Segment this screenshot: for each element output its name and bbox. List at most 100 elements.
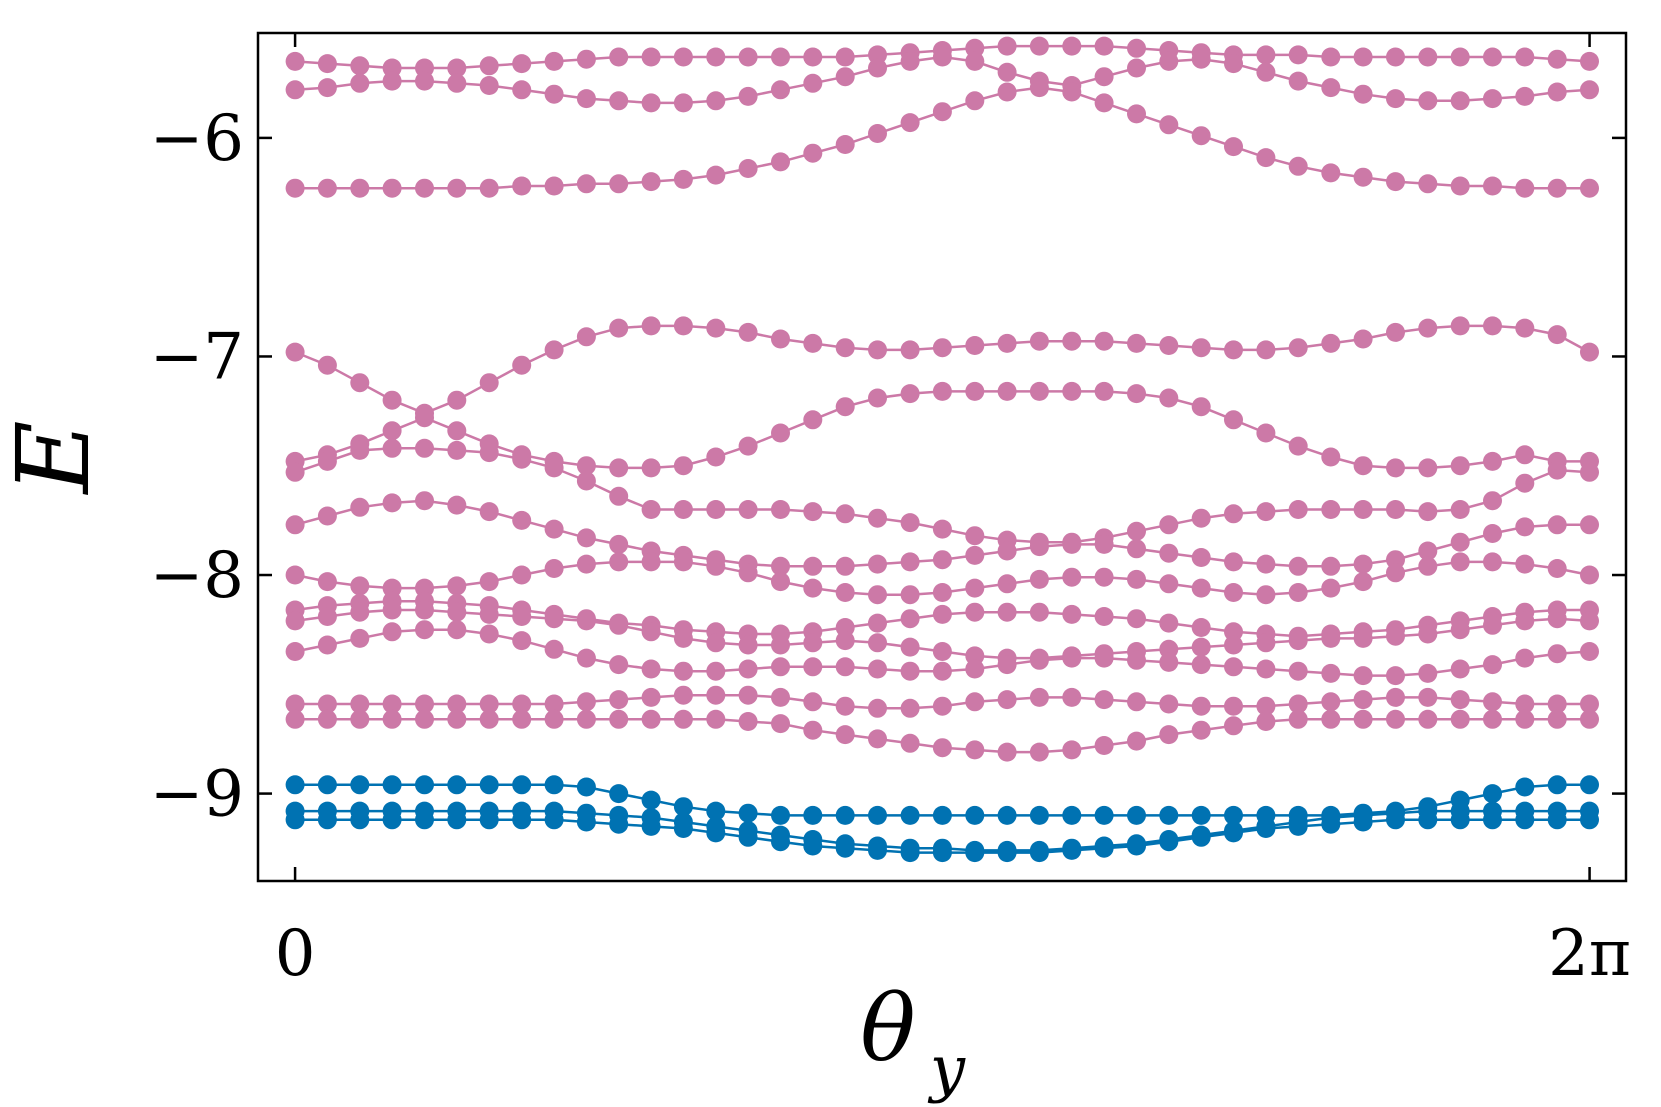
data-point [1288,709,1308,729]
data-point [1191,548,1211,567]
data-point [868,805,887,825]
data-point [415,600,434,620]
data-point [1515,611,1535,631]
data-point [350,694,370,714]
data-point [1418,502,1438,522]
data-point [1547,49,1567,69]
data-point [576,812,596,832]
data-point [447,390,467,410]
data-point [997,690,1017,710]
data-point [900,698,920,718]
data-point [576,471,596,491]
data-point [868,58,887,78]
data-point [835,583,855,602]
data-point [1321,333,1341,353]
data-point [965,91,985,111]
data-point [479,694,499,714]
data-point [706,633,726,653]
data-point [1353,628,1373,648]
data-point [479,624,499,644]
data-point [1029,331,1049,351]
data-point [350,373,370,393]
data-point [609,534,629,554]
data-point [1127,521,1146,541]
data-point [512,631,532,651]
data-point [1191,637,1211,657]
data-point [1321,163,1341,183]
data-point [868,840,887,860]
x-axis-label-subscript: y [927,1032,966,1105]
data-point [932,550,952,570]
data-point [835,838,855,858]
data-point [1450,709,1470,729]
data-point [576,327,596,347]
data-point [447,58,467,78]
data-point [932,583,952,602]
data-point [479,604,499,624]
data-point [900,340,920,360]
data-point [576,648,596,668]
data-point [415,775,434,795]
data-point [447,421,467,441]
data-point [1224,340,1243,360]
data-point [900,609,920,629]
data-point [415,620,434,640]
data-point [1159,832,1179,852]
data-point [641,622,661,642]
data-point [932,381,952,401]
data-point [1450,532,1470,552]
upper-band-1 [285,47,1599,113]
data-point [803,720,823,740]
data-point [1127,805,1146,825]
data-point [1321,663,1341,683]
data-point [1547,810,1567,830]
data-point [868,729,887,749]
data-point [350,602,370,622]
data-point [803,502,823,522]
data-point [771,329,790,349]
data-point [1515,517,1535,537]
data-point [706,801,726,821]
data-point [317,709,337,729]
data-point [512,694,532,714]
data-point [479,443,499,463]
data-point [1483,491,1502,511]
data-point [706,709,726,729]
data-point [673,93,693,113]
data-point [803,692,823,712]
data-point [382,178,402,198]
data-point [1450,456,1470,476]
data-point [1159,336,1179,355]
data-point [1353,84,1373,104]
data-point [576,554,596,574]
data-point [641,790,661,810]
data-point [673,47,693,67]
data-point [1386,458,1405,478]
data-point [1547,325,1567,345]
data-point [285,178,305,198]
data-point [350,628,370,648]
data-point [965,646,985,666]
data-point [1353,709,1373,729]
data-point [1224,583,1243,602]
data-point [1515,709,1535,729]
data-point [1062,604,1082,624]
data-point [1353,812,1373,832]
data-point [317,810,337,830]
data-point [965,805,985,825]
data-point [609,615,629,635]
data-point [1029,687,1049,707]
data-point [317,572,337,592]
data-point [771,152,790,172]
data-point [1580,611,1599,631]
data-point [1450,47,1470,67]
data-point [900,513,920,533]
data-point [673,661,693,681]
data-point [1029,569,1049,589]
data-point [382,71,402,91]
data-point [997,742,1017,762]
data-point [738,685,758,705]
data-point [673,316,693,336]
data-point [382,421,402,441]
